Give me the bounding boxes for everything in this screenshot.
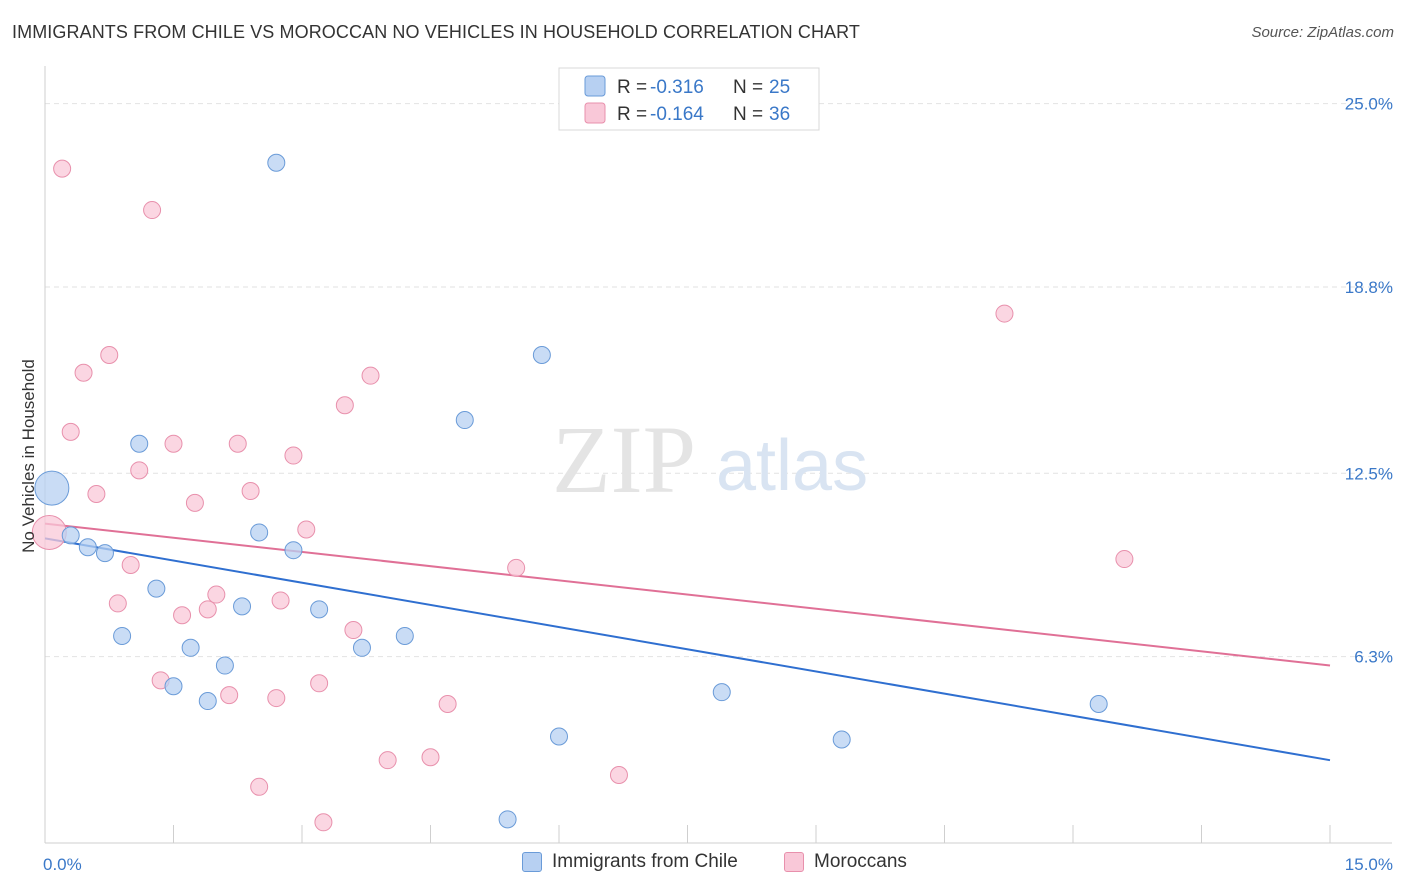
data-point-moroccan — [438, 694, 457, 713]
data-point-moroccan — [100, 345, 119, 364]
legend-swatch-moroccan — [584, 102, 606, 124]
data-point-chile — [395, 626, 414, 645]
bottom-legend: Immigrants from Chile Moroccans — [0, 851, 1406, 879]
data-point-moroccan — [1115, 550, 1134, 569]
data-point-moroccan — [74, 363, 93, 382]
legend-n-value-moroccan: 36 — [769, 104, 790, 125]
data-point-chile — [34, 470, 70, 506]
data-point-moroccan — [53, 159, 72, 178]
data-point-moroccan — [609, 765, 628, 784]
data-point-moroccan — [995, 304, 1014, 323]
data-point-moroccan — [314, 813, 333, 832]
x-tick-label: 0.0% — [43, 855, 82, 874]
legend-r-value-moroccan: -0.164 — [650, 104, 704, 125]
data-point-moroccan — [267, 689, 286, 708]
data-point-moroccan — [173, 606, 192, 625]
data-point-chile — [164, 677, 183, 696]
x-tick-label: 15.0% — [1345, 855, 1393, 874]
data-point-moroccan — [61, 422, 80, 441]
data-point-moroccan — [198, 600, 217, 619]
data-point-moroccan — [228, 434, 247, 453]
data-point-chile — [181, 638, 200, 657]
data-point-chile — [198, 692, 217, 711]
trend-line-chile — [44, 537, 1331, 762]
data-point-chile — [712, 683, 731, 702]
data-point-moroccan — [108, 594, 127, 613]
data-point-moroccan — [378, 751, 397, 770]
bottom-legend-item-chile: Immigrants from Chile — [522, 851, 738, 873]
data-point-moroccan — [421, 748, 440, 767]
data-point-chile — [250, 523, 269, 542]
bottom-legend-label-chile: Immigrants from Chile — [552, 851, 738, 872]
legend-swatch-chile — [584, 75, 606, 97]
data-point-moroccan — [250, 777, 269, 796]
data-point-moroccan — [310, 674, 329, 693]
data-points — [31, 153, 1134, 832]
y-tick-label: 12.5% — [1345, 464, 1393, 483]
data-point-moroccan — [164, 434, 183, 453]
data-point-chile — [78, 538, 97, 557]
data-point-moroccan — [130, 461, 149, 480]
data-point-chile — [498, 810, 517, 829]
bottom-legend-label-moroccan: Moroccans — [814, 851, 907, 872]
data-point-chile — [310, 600, 329, 619]
data-point-moroccan — [297, 520, 316, 539]
data-point-moroccan — [335, 396, 354, 415]
chart-source: Source: ZipAtlas.com — [1251, 24, 1394, 41]
y-tick-labels: 6.3% 12.5% 18.8% 25.0% — [1345, 95, 1393, 667]
legend-r-label-chile: R = — [617, 77, 647, 98]
chart-title: IMMIGRANTS FROM CHILE VS MOROCCAN NO VEH… — [12, 22, 861, 42]
data-point-moroccan — [361, 366, 380, 385]
data-point-chile — [147, 579, 166, 598]
data-point-moroccan — [344, 621, 363, 640]
y-tick-label: 6.3% — [1354, 648, 1393, 667]
legend-r-label-moroccan: R = — [617, 104, 647, 125]
watermark: ZIP atlas — [552, 406, 868, 513]
data-point-chile — [832, 730, 851, 749]
data-point-chile — [532, 345, 551, 364]
data-point-moroccan — [121, 555, 140, 574]
legend-box: R = -0.316 N = 25 R = -0.164 N = 36 — [558, 67, 820, 131]
trend-line-moroccan — [44, 522, 1331, 667]
y-axis-title: No Vehicles in Household — [19, 359, 38, 553]
legend-n-value-chile: 25 — [769, 77, 790, 98]
bottom-legend-swatch-moroccan — [784, 852, 804, 872]
data-point-moroccan — [207, 585, 226, 604]
data-point-moroccan — [143, 201, 162, 220]
legend-n-label-moroccan: N = — [733, 104, 763, 125]
data-point-chile — [284, 541, 303, 560]
data-point-chile — [550, 727, 568, 746]
data-point-moroccan — [185, 493, 204, 512]
legend-r-value-chile: -0.316 — [650, 77, 704, 98]
data-point-chile — [113, 626, 132, 645]
y-tick-label: 18.8% — [1345, 278, 1393, 297]
data-point-moroccan — [87, 484, 106, 503]
data-point-moroccan — [241, 482, 260, 501]
data-point-chile — [455, 411, 474, 430]
x-tick-labels: 0.0% 15.0% — [43, 855, 1393, 874]
bottom-legend-item-moroccan: Moroccans — [784, 851, 907, 873]
axes — [44, 66, 1392, 844]
data-point-chile — [233, 597, 252, 616]
data-point-chile — [352, 638, 371, 657]
data-point-moroccan — [284, 446, 303, 465]
data-point-chile — [215, 656, 234, 675]
data-point-chile — [95, 544, 114, 563]
data-point-chile — [130, 434, 149, 453]
watermark-atlas: atlas — [716, 426, 868, 506]
data-point-chile — [61, 526, 80, 545]
legend-n-label-chile: N = — [733, 77, 763, 98]
trend-lines — [44, 522, 1331, 762]
bottom-legend-swatch-chile — [522, 852, 542, 872]
y-tick-label: 25.0% — [1345, 95, 1393, 114]
data-point-moroccan — [271, 591, 290, 610]
data-point-chile — [267, 153, 286, 172]
data-point-chile — [1089, 694, 1108, 713]
data-point-moroccan — [220, 686, 239, 705]
watermark-zip: ZIP — [552, 406, 696, 513]
data-point-moroccan — [507, 558, 526, 577]
